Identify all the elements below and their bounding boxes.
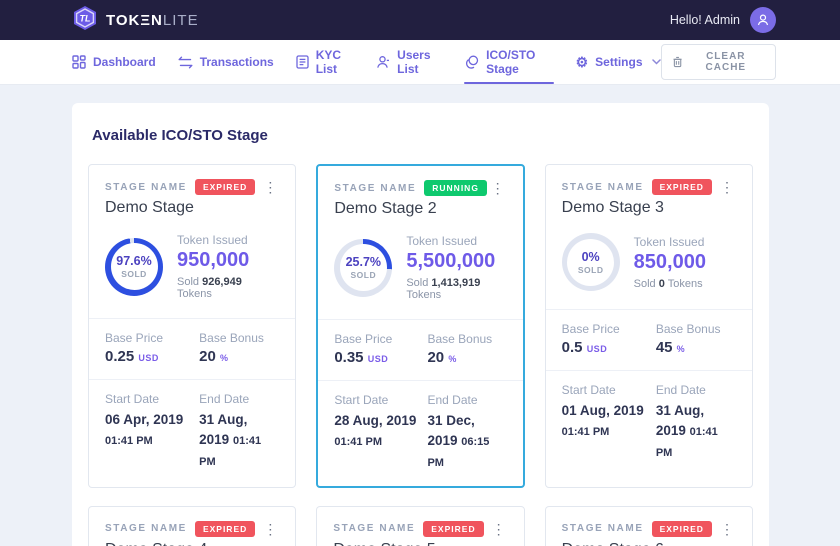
base-price-value: 0.35 USD [334, 349, 389, 366]
token-issued-label: Token Issued [633, 234, 705, 249]
stage-title: Demo Stage 4 [89, 537, 295, 546]
top-navbar: TL TOKΞNLITE Hello! Admin [0, 0, 840, 40]
base-price-value: 0.5 USD [561, 339, 608, 356]
nav-item-settings[interactable]: ⚙ Settings [576, 40, 661, 84]
stage-card: STAGE NAME EXPIRED ⋮ Demo Stage 3 0% SOL… [544, 164, 753, 488]
nav-item-transactions[interactable]: Transactions [178, 40, 274, 84]
brand-text: TOKΞNLITE [106, 11, 199, 29]
stage-name-label: STAGE NAME [561, 523, 644, 535]
sold-tokens-line: Sold 0 Tokens [633, 277, 703, 290]
base-price-label: Base Price [334, 332, 393, 346]
start-date-value: 28 Aug, 2019 01:41 PM [334, 413, 417, 449]
stage-card: STAGE NAME EXPIRED ⋮ Demo Stage 5 0% SOL… [316, 505, 525, 546]
base-bonus-label: Base Bonus [199, 331, 264, 345]
user-icon [757, 14, 769, 26]
end-date-value: 31 Dec, 2019 06:15 PM [427, 413, 490, 469]
content-panel: Available ICO/STO Stage STAGE NAME EXPIR… [72, 103, 769, 546]
start-date-value: 01 Aug, 2019 01:41 PM [561, 403, 644, 439]
token-issued-value: 5,500,000 [406, 250, 496, 272]
stage-name-label: STAGE NAME [561, 181, 644, 193]
kyc-list-icon [296, 55, 309, 69]
end-date-label: End Date [427, 393, 478, 407]
sold-percent: 25.7% [345, 255, 382, 269]
end-date-value: 31 Aug, 2019 01:41 PM [199, 412, 262, 468]
secondary-nav: Dashboard Transactions KYC List Users Li… [0, 40, 840, 85]
chevron-down-icon [651, 59, 661, 65]
base-price-value: 0.25 USD [105, 348, 159, 365]
end-date-label: End Date [655, 383, 706, 397]
svg-text:TL: TL [80, 13, 91, 23]
nav-item-dashboard[interactable]: Dashboard [72, 40, 156, 84]
coins-icon [466, 55, 479, 69]
user-avatar[interactable] [750, 7, 776, 33]
trash-icon [672, 56, 682, 68]
brand-logo[interactable]: TL TOKΞNLITE [72, 5, 199, 36]
start-date-label: Start Date [334, 393, 389, 407]
stage-cards-grid: STAGE NAME EXPIRED ⋮ Demo Stage 97.6% SO… [88, 164, 753, 546]
sold-percent: 97.6% [116, 254, 152, 268]
page-title: Available ICO/STO Stage [92, 127, 268, 144]
stage-name-label: STAGE NAME [105, 523, 187, 535]
tokenlite-logo-icon: TL [72, 5, 98, 36]
stage-name-label: STAGE NAME [105, 181, 187, 193]
stage-title: Demo Stage 6 [546, 537, 752, 546]
base-bonus-label: Base Bonus [655, 322, 721, 336]
sold-tokens-line: Sold 1,413,919 Tokens [406, 277, 481, 301]
users-icon [377, 56, 390, 68]
sold-percent: 0% [581, 249, 600, 264]
gear-icon: ⚙ [575, 54, 589, 70]
nav-item-ico-sto-stage[interactable]: ICO/STO Stage [464, 40, 555, 84]
dashboard-grid-icon [72, 55, 86, 69]
progress-ring: 0% SOLD [561, 233, 620, 291]
start-date-label: Start Date [561, 383, 616, 397]
base-bonus-value: 45 % [655, 339, 686, 356]
stage-name-label: STAGE NAME [334, 182, 417, 194]
start-date-label: Start Date [105, 392, 160, 406]
card-menu-button[interactable]: ⋮ [490, 180, 505, 196]
token-issued-label: Token Issued [406, 234, 478, 248]
card-menu-button[interactable]: ⋮ [719, 179, 734, 195]
status-badge: EXPIRED [651, 520, 712, 537]
sold-tokens-line: Sold 926,949 Tokens [177, 276, 242, 300]
stage-title: Demo Stage 3 [561, 199, 664, 216]
stage-name-label: STAGE NAME [333, 523, 416, 535]
nav-item-users-list[interactable]: Users List [376, 40, 442, 84]
status-badge: EXPIRED [194, 179, 256, 195]
stage-card: STAGE NAME RUNNING ⋮ Demo Stage 2 25.7% … [316, 164, 525, 488]
transactions-arrows-icon [178, 56, 193, 68]
greeting-text: Hello! Admin [669, 13, 740, 27]
status-badge: EXPIRED [194, 520, 256, 537]
status-badge: EXPIRED [651, 179, 712, 195]
status-badge: EXPIRED [423, 520, 484, 537]
base-bonus-label: Base Bonus [427, 332, 493, 346]
base-price-label: Base Price [105, 331, 164, 345]
stage-title: Demo Stage [105, 199, 194, 216]
token-issued-value: 950,000 [177, 249, 250, 271]
stage-card: STAGE NAME EXPIRED ⋮ Demo Stage 4 0% SOL… [88, 505, 297, 546]
end-date-value: 31 Aug, 2019 01:41 PM [655, 403, 718, 459]
card-menu-button[interactable]: ⋮ [263, 179, 278, 195]
card-menu-button[interactable]: ⋮ [263, 520, 278, 537]
token-issued-value: 850,000 [633, 250, 706, 273]
token-issued-label: Token Issued [177, 233, 248, 247]
status-badge: RUNNING [424, 180, 487, 196]
nav-item-kyc-list[interactable]: KYC List [296, 40, 354, 84]
card-menu-button[interactable]: ⋮ [491, 520, 506, 537]
card-menu-button[interactable]: ⋮ [719, 520, 734, 537]
progress-ring: 25.7% SOLD [334, 238, 393, 297]
clear-cache-button[interactable]: CLEAR CACHE [660, 44, 776, 80]
progress-ring: 97.6% SOLD [105, 237, 163, 296]
base-price-label: Base Price [561, 322, 620, 336]
base-bonus-value: 20 % [199, 348, 229, 365]
start-date-value: 06 Apr, 2019 01:41 PM [105, 412, 184, 448]
end-date-label: End Date [199, 392, 250, 406]
stage-card: STAGE NAME EXPIRED ⋮ Demo Stage 97.6% SO… [88, 164, 297, 488]
stage-title: Demo Stage 2 [334, 200, 437, 217]
base-bonus-value: 20 % [427, 349, 457, 366]
stage-title: Demo Stage 5 [317, 537, 523, 546]
stage-card: STAGE NAME EXPIRED ⋮ Demo Stage 6 0% SOL… [544, 505, 753, 546]
